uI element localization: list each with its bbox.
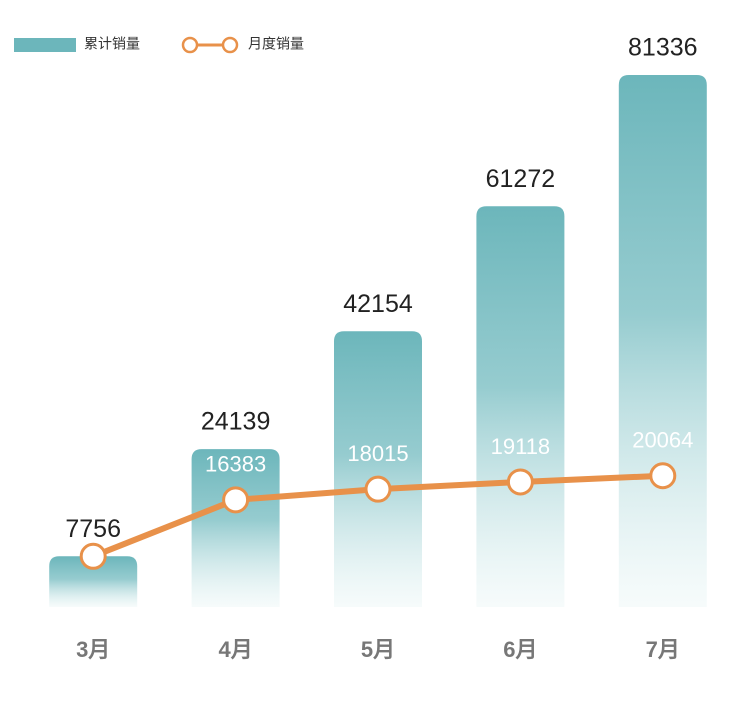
bar-value-label: 24139 xyxy=(201,408,271,436)
legend-swatch xyxy=(14,38,76,52)
bar xyxy=(476,206,565,607)
line-point xyxy=(364,475,392,503)
line-point xyxy=(649,462,677,490)
x-tick-label: 7月 xyxy=(646,637,680,662)
bar xyxy=(49,556,138,607)
line-point xyxy=(79,542,107,570)
line-value-label: 18015 xyxy=(347,441,408,466)
bar-value-label: 7756 xyxy=(65,515,121,543)
x-tick-label: 6月 xyxy=(503,637,537,662)
line-value-label: 16383 xyxy=(205,452,266,477)
legend-label: 累计销量 xyxy=(84,36,140,52)
bar-value-label: 42154 xyxy=(343,290,413,318)
line-point xyxy=(222,486,250,514)
line-value-label: 19118 xyxy=(491,434,551,459)
legend-marker xyxy=(181,36,199,54)
bar-value-label: 81336 xyxy=(628,34,698,62)
bar xyxy=(191,449,280,607)
line-point xyxy=(506,468,534,496)
line-value-label: 20064 xyxy=(632,428,693,453)
x-tick-label: 3月 xyxy=(76,637,110,662)
bar xyxy=(618,74,707,608)
x-tick-label: 5月 xyxy=(361,637,395,662)
legend-marker xyxy=(221,36,239,54)
bar-value-label: 61272 xyxy=(486,165,556,193)
legend-label: 月度销量 xyxy=(248,36,304,52)
bar xyxy=(334,331,422,607)
x-tick-label: 4月 xyxy=(218,637,252,662)
